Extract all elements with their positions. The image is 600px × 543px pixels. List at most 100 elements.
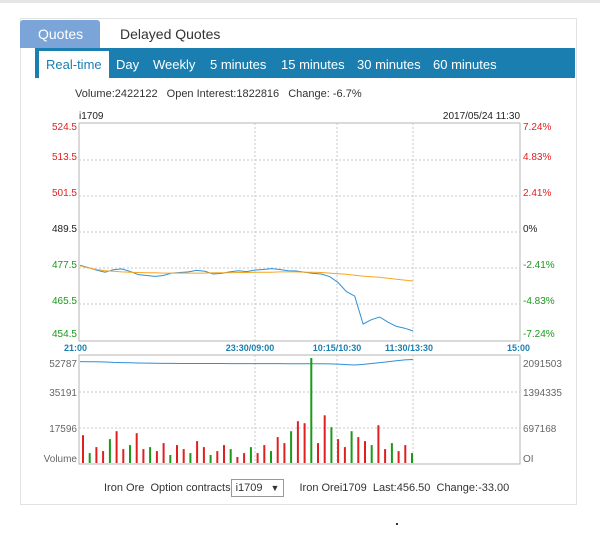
contract-select[interactable]: i1709 ▼ [230, 479, 285, 498]
volume-bar [357, 437, 360, 463]
price-grid [79, 123, 520, 341]
volume-bar [337, 439, 340, 463]
volume-bar [95, 447, 98, 463]
volume-bar [229, 449, 232, 463]
range-30-minutes[interactable]: 30 minutes [357, 57, 421, 72]
average-price-line [79, 265, 414, 282]
volume-bar [283, 443, 286, 463]
price-tick-label: 524.5 [52, 122, 77, 133]
top-divider [0, 0, 600, 3]
time-tick-label: 23:30/09:00 [226, 343, 275, 353]
volume-bar [189, 453, 192, 463]
time-tick-label: 15:00 [507, 343, 530, 353]
time-tick-label: 11:30/13:30 [385, 343, 433, 353]
volume-bar [169, 455, 172, 463]
percent-tick-label: 2.41% [523, 188, 551, 199]
volume-bar [384, 449, 387, 463]
price-series-group [79, 264, 414, 332]
price-tick-label: 501.5 [52, 188, 77, 199]
last-price: Last:456.50 [372, 482, 431, 494]
chart-symbol: i1709 [79, 111, 104, 122]
market-stats: Volume:2422122 Open Interest:1822816 Cha… [75, 88, 368, 100]
percent-tick-label: 0% [523, 224, 538, 235]
volume-bar [377, 425, 380, 463]
volume-bar [270, 451, 272, 463]
contract-name: Iron Orei1709 [299, 482, 367, 494]
range-15-minutes[interactable]: 15 minutes [281, 57, 345, 72]
volume-bar [364, 441, 366, 463]
volume-bar [343, 447, 346, 463]
volume-bar [216, 451, 219, 463]
percent-tick-label: -4.83% [523, 296, 555, 307]
volume-bar [162, 443, 165, 463]
product-label: Iron Ore [104, 482, 145, 494]
volume-bar [323, 415, 326, 463]
volume-bar [129, 445, 131, 463]
price-right-axis: 7.24% 4.83% 2.41% 0% -2.41% -4.83% -7.24… [523, 122, 555, 340]
volume-bar [256, 453, 259, 463]
volume-bar [249, 447, 252, 463]
range-real-time[interactable]: Real-time [39, 51, 109, 78]
price-tick-label: 465.5 [52, 296, 77, 307]
open-interest-line [79, 359, 414, 366]
volume-bar [102, 451, 105, 463]
volume-bar [263, 445, 266, 463]
price-left-axis: 524.5 513.5 501.5 489.5 477.5 465.5 454.… [52, 122, 77, 340]
volume-bar [411, 453, 413, 463]
percent-tick-label: -7.24% [523, 329, 555, 340]
time-range-bar: Real-time Day Weekly 5 minutes 15 minute… [35, 48, 575, 78]
chart-datetime: 2017/05/24 11:30 [443, 111, 521, 122]
volume-bar [209, 455, 212, 463]
percent-tick-label: 7.24% [523, 122, 551, 133]
volume-bar [390, 443, 393, 463]
change-stat: Change: -6.7% [288, 88, 362, 100]
volume-bar [88, 453, 91, 463]
volume-bar [236, 457, 239, 463]
open-interest-stat: Open Interest:1822816 [166, 88, 280, 100]
volume-bar [243, 453, 246, 463]
tab-quotes[interactable]: Quotes [20, 20, 100, 48]
volume-bar [82, 435, 84, 463]
chevron-down-icon: ▼ [270, 483, 280, 494]
volume-tick-label: 17596 [49, 424, 77, 435]
volume-plot-border [78, 354, 521, 465]
oi-tick-label: OI [523, 454, 534, 465]
range-weekly[interactable]: Weekly [153, 57, 196, 72]
tab-delayed-quotes[interactable]: Delayed Quotes [120, 26, 221, 42]
volume-bar [149, 447, 152, 463]
volume-bar [296, 421, 299, 463]
volume-series-group [79, 358, 414, 463]
volume-right-axis: 2091503 1394335 697168 OI [523, 359, 562, 465]
volume-bar [135, 433, 138, 463]
volume-bar [176, 445, 178, 463]
volume-bar [404, 445, 407, 463]
volume-left-axis: 52787 35191 17596 Volume [44, 359, 78, 465]
volume-bar [303, 423, 306, 463]
volume-tick-label: Volume [44, 454, 78, 465]
time-axis: 21:00 23:30/09:00 10:15/10:30 11:30/13:3… [64, 343, 530, 353]
percent-tick-label: -2.41% [523, 260, 555, 271]
oi-tick-label: 1394335 [523, 388, 562, 399]
volume-bar [290, 431, 293, 463]
stray-dot [396, 523, 398, 525]
contract-select-value: i1709 [235, 482, 263, 495]
contract-footer: Iron Ore Option contracts i1709 ▼ Iron Ore… [104, 478, 509, 498]
volume-bar [202, 447, 205, 463]
range-60-minutes[interactable]: 60 minutes [433, 57, 497, 72]
oi-tick-label: 2091503 [523, 359, 562, 370]
price-tick-label: 477.5 [52, 260, 77, 271]
volume-bar [370, 445, 373, 463]
volume-bar [397, 451, 400, 463]
volume-bar [142, 449, 145, 463]
price-line [79, 264, 414, 332]
volume-bar [310, 358, 313, 463]
range-day[interactable]: Day [116, 57, 140, 72]
volume-bar [196, 441, 199, 463]
volume-grid [79, 355, 520, 464]
percent-tick-label: 4.83% [523, 152, 551, 163]
volume-bar [122, 449, 125, 463]
volume-stat: Volume:2422122 [75, 88, 158, 100]
range-5-minutes[interactable]: 5 minutes [210, 57, 267, 72]
volume-bar [223, 445, 225, 463]
